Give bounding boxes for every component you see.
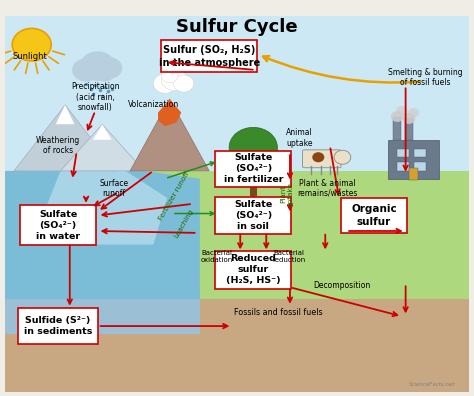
Text: Precipitation
(acid rain,
snowfall): Precipitation (acid rain, snowfall)	[71, 82, 119, 112]
Bar	[393, 116, 401, 140]
Polygon shape	[5, 171, 200, 299]
Text: Sulfide (S²⁻)
in sediments: Sulfide (S²⁻) in sediments	[24, 316, 92, 336]
Text: Organic
sulfur: Organic sulfur	[351, 204, 397, 227]
Circle shape	[80, 51, 115, 81]
FancyBboxPatch shape	[302, 150, 341, 168]
Circle shape	[12, 29, 51, 61]
Text: Sulfate
(SO₄²⁻)
in water: Sulfate (SO₄²⁻) in water	[36, 209, 80, 241]
Bar	[388, 140, 439, 179]
Bar	[405, 118, 413, 140]
Text: Reduced
sulfur
(H₂S, HS⁻): Reduced sulfur (H₂S, HS⁻)	[226, 254, 281, 286]
Text: Animal
uptake: Animal uptake	[286, 128, 313, 148]
Bar	[250, 171, 256, 196]
FancyBboxPatch shape	[215, 251, 291, 289]
Text: Fossils and fossil fuels: Fossils and fossil fuels	[235, 308, 323, 317]
Bar	[397, 162, 409, 171]
Bar	[5, 171, 469, 303]
Text: Leaching: Leaching	[173, 208, 194, 239]
Text: Volcanization: Volcanization	[128, 100, 179, 109]
Circle shape	[402, 113, 415, 124]
Circle shape	[334, 150, 351, 164]
Text: Decomposition: Decomposition	[313, 281, 370, 290]
Text: Bacterial
reduction: Bacterial reduction	[273, 250, 306, 263]
Circle shape	[173, 75, 194, 92]
Bar	[5, 287, 200, 334]
Text: Smelting & burning
of fossil fuels: Smelting & burning of fossil fuels	[388, 68, 463, 88]
Circle shape	[154, 74, 177, 93]
Polygon shape	[93, 124, 111, 140]
FancyBboxPatch shape	[161, 40, 257, 72]
FancyBboxPatch shape	[20, 205, 96, 245]
Bar	[409, 168, 418, 180]
Polygon shape	[61, 124, 144, 171]
Bar	[414, 149, 426, 157]
Polygon shape	[56, 105, 74, 124]
Circle shape	[229, 128, 277, 168]
FancyBboxPatch shape	[215, 198, 291, 234]
Bar	[5, 299, 469, 392]
FancyBboxPatch shape	[341, 198, 407, 232]
Circle shape	[391, 111, 404, 122]
Circle shape	[396, 106, 408, 115]
Circle shape	[161, 69, 178, 83]
FancyBboxPatch shape	[18, 308, 98, 344]
Text: Plant
uptake: Plant uptake	[280, 182, 293, 207]
Text: Bacterial
oxidation: Bacterial oxidation	[201, 250, 233, 263]
Text: Plant & animal
remains/wastes: Plant & animal remains/wastes	[297, 179, 358, 198]
Text: Weathering
of rocks: Weathering of rocks	[36, 136, 80, 155]
Polygon shape	[42, 171, 167, 245]
Polygon shape	[130, 99, 209, 171]
Circle shape	[161, 69, 187, 91]
Text: ScienceFacts.net: ScienceFacts.net	[409, 383, 456, 387]
Circle shape	[94, 65, 115, 82]
Bar	[5, 15, 469, 179]
Polygon shape	[14, 105, 116, 171]
Text: Sulfate
(SO₄²⁻)
in soil: Sulfate (SO₄²⁻) in soil	[234, 200, 273, 231]
FancyBboxPatch shape	[215, 151, 291, 187]
Text: Sulfur Cycle: Sulfur Cycle	[176, 17, 298, 36]
Text: Sulfur (SO₂, H₂S)
in the atmosphere: Sulfur (SO₂, H₂S) in the atmosphere	[158, 45, 260, 68]
Polygon shape	[158, 99, 181, 126]
Text: Sulfate
(SO₄²⁻)
in fertilizer: Sulfate (SO₄²⁻) in fertilizer	[224, 153, 283, 185]
Bar	[414, 162, 426, 171]
Bar	[397, 149, 409, 157]
Circle shape	[96, 57, 122, 79]
Circle shape	[312, 152, 324, 162]
Text: Fertilizer runoff: Fertilizer runoff	[158, 171, 191, 221]
Text: Sunlight: Sunlight	[13, 52, 48, 61]
Circle shape	[72, 58, 100, 82]
Circle shape	[408, 108, 419, 117]
Text: Surface
runoff: Surface runoff	[100, 179, 128, 198]
